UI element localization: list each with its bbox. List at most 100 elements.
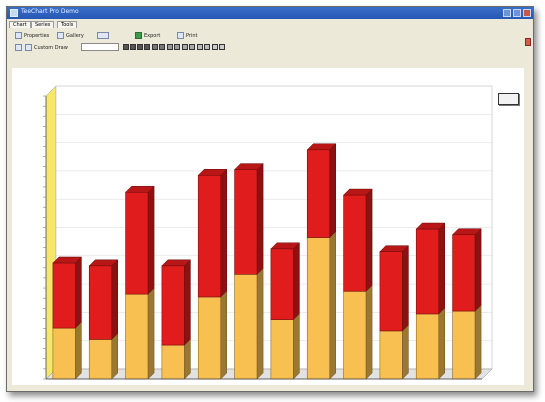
- bar-top: [451, 228, 482, 235]
- bar: [88, 265, 113, 340]
- nav-next-icon[interactable]: [137, 44, 143, 50]
- bar-side: [293, 242, 300, 321]
- main-toolbar: Properties Gallery Export Print: [9, 30, 531, 42]
- bar-chart: [43, 85, 493, 380]
- bar-side: [111, 332, 119, 380]
- bar: [125, 191, 149, 295]
- maximize-icon[interactable]: [513, 9, 521, 17]
- app-icon: [10, 9, 18, 17]
- bar-top: [270, 242, 301, 250]
- zoom-in-icon[interactable]: [152, 44, 158, 50]
- bar: [234, 273, 258, 380]
- title-bar[interactable]: TeeChart Pro Demo: [7, 7, 533, 19]
- bar-side: [402, 245, 409, 332]
- tab-series[interactable]: Series: [31, 21, 55, 28]
- 3d-icon[interactable]: [182, 44, 188, 50]
- bar: [379, 330, 403, 380]
- chart-panel: [12, 68, 524, 385]
- bar: [306, 237, 331, 380]
- bar: [379, 251, 403, 332]
- tab-strip: Chart Series Tools: [9, 20, 531, 29]
- custom-draw-input[interactable]: [81, 43, 119, 51]
- palette-icon: [25, 44, 32, 51]
- secondary-toolbar: Custom Draw: [9, 42, 531, 54]
- bar-side: [184, 338, 191, 380]
- print-icon: [177, 32, 184, 39]
- bar-side: [329, 230, 337, 380]
- nav-prev-icon[interactable]: [130, 44, 136, 50]
- panel-close-icon[interactable]: [525, 38, 531, 46]
- bar-top: [342, 188, 373, 196]
- bar-side: [256, 162, 264, 275]
- bar: [415, 313, 440, 380]
- bar-top: [379, 245, 410, 252]
- bar-side: [365, 188, 373, 292]
- font-icon[interactable]: [204, 44, 210, 50]
- bar: [452, 234, 476, 312]
- bar: [125, 293, 149, 380]
- print-label: Print: [186, 32, 198, 39]
- bar-side: [438, 307, 446, 380]
- bar-top: [124, 185, 155, 193]
- bar-side: [220, 168, 228, 298]
- depth-icon[interactable]: [189, 44, 195, 50]
- bar: [197, 296, 222, 380]
- nav-last-icon[interactable]: [144, 44, 150, 50]
- draw-icon[interactable]: [15, 44, 22, 51]
- bar-top: [233, 163, 264, 170]
- bar: [415, 228, 440, 315]
- bar-top: [415, 222, 446, 230]
- bar: [452, 310, 476, 380]
- bar: [343, 290, 367, 380]
- bar: [343, 194, 367, 292]
- bar-side: [474, 228, 482, 312]
- bar-side: [256, 267, 264, 380]
- bar-side: [75, 321, 82, 380]
- close-icon[interactable]: [523, 9, 531, 17]
- gallery-icon: [57, 32, 64, 39]
- print-button[interactable]: Print: [177, 31, 198, 40]
- bar-side: [75, 256, 82, 329]
- bar-top: [88, 259, 119, 267]
- marks-icon[interactable]: [212, 44, 218, 50]
- bar: [161, 344, 185, 380]
- gallery-button[interactable]: Gallery: [57, 31, 84, 40]
- export-button[interactable]: Export: [135, 31, 160, 40]
- export-label: Export: [144, 32, 161, 39]
- minimize-icon[interactable]: [503, 9, 511, 17]
- tab-chart[interactable]: Chart: [9, 21, 31, 28]
- custom-draw-label: Custom Draw: [34, 44, 68, 51]
- bar-side: [438, 222, 446, 315]
- bar: [270, 319, 294, 380]
- bar-side: [220, 290, 228, 380]
- color-icon[interactable]: [197, 44, 203, 50]
- tab-tools[interactable]: Tools: [57, 21, 78, 28]
- bar-side: [147, 287, 155, 380]
- bar-side: [365, 284, 373, 380]
- bar-top: [306, 143, 337, 151]
- bar: [52, 327, 76, 380]
- bar: [88, 339, 113, 380]
- properties-button[interactable]: Properties: [15, 31, 49, 40]
- bar: [234, 169, 258, 275]
- chart-type-icon: [97, 32, 109, 39]
- bar-side: [474, 304, 482, 380]
- chart-type-button[interactable]: [97, 31, 109, 40]
- nav-first-icon[interactable]: [123, 44, 129, 50]
- legend-icon[interactable]: [219, 44, 225, 50]
- gallery-label: Gallery: [66, 32, 84, 39]
- bar: [52, 262, 76, 329]
- bar-side: [184, 259, 191, 346]
- rotate-icon[interactable]: [167, 44, 173, 50]
- bar: [161, 265, 185, 346]
- bar-top: [52, 256, 83, 264]
- move-icon[interactable]: [174, 44, 180, 50]
- zoom-out-icon[interactable]: [159, 44, 165, 50]
- custom-draw-label-wrap: Custom Draw: [25, 43, 68, 52]
- bar-side: [329, 143, 337, 239]
- bar: [197, 174, 222, 298]
- bar-top: [197, 168, 228, 176]
- window-title: TeeChart Pro Demo: [21, 8, 79, 15]
- bar-side: [293, 312, 300, 380]
- legend-box[interactable]: [498, 93, 519, 105]
